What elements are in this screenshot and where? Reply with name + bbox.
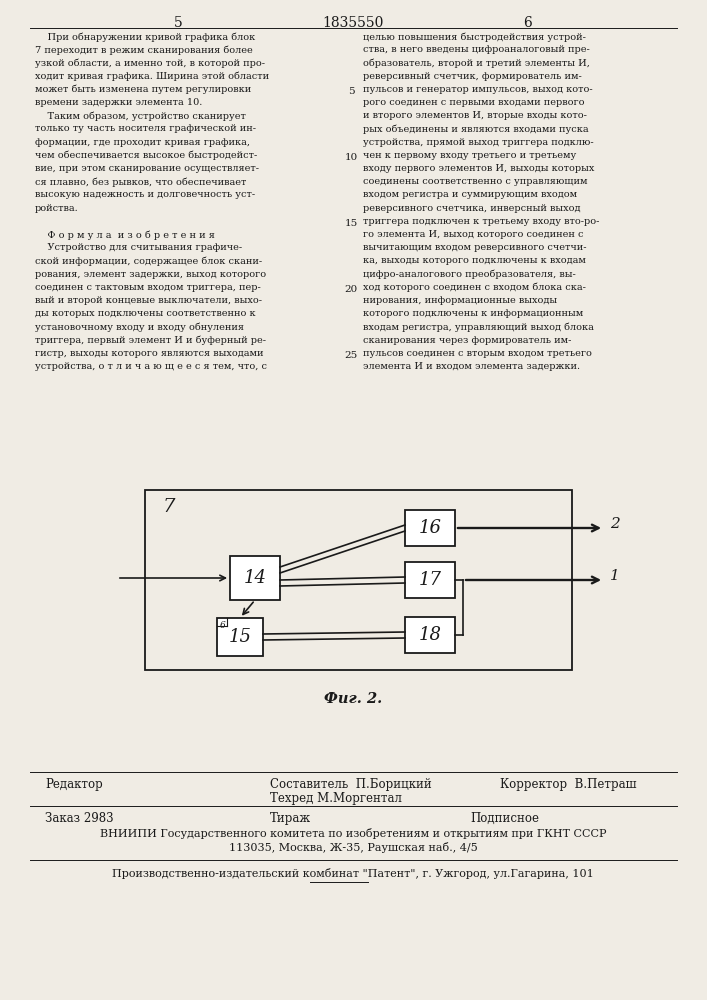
Text: чем обеспечивается высокое быстродейст-: чем обеспечивается высокое быстродейст- [35, 151, 257, 160]
Text: ды которых подключены соответственно к: ды которых подключены соответственно к [35, 309, 256, 318]
Text: и второго элементов И, вторые входы кото-: и второго элементов И, вторые входы кото… [363, 111, 587, 120]
Text: вычитающим входом реверсивного счетчи-: вычитающим входом реверсивного счетчи- [363, 243, 587, 252]
Text: только ту часть носителя графической ин-: только ту часть носителя графической ин- [35, 124, 256, 133]
Text: ка, выходы которого подключены к входам: ка, выходы которого подключены к входам [363, 256, 586, 265]
Text: Устройство для считывания графиче-: Устройство для считывания графиче- [35, 243, 242, 252]
Text: Заказ 2983: Заказ 2983 [45, 812, 114, 825]
Text: ройства.: ройства. [35, 204, 78, 213]
Text: образователь, второй и третий элементы И,: образователь, второй и третий элементы И… [363, 58, 590, 68]
Text: При обнаружении кривой графика блок: При обнаружении кривой графика блок [35, 32, 255, 41]
Text: триггера, первый элемент И и буферный ре-: триггера, первый элемент И и буферный ре… [35, 336, 266, 345]
Text: Техред М.Моргентал: Техред М.Моргентал [270, 792, 402, 805]
Text: гистр, выходы которого являются выходами: гистр, выходы которого являются выходами [35, 349, 264, 358]
Text: целью повышения быстродействия устрой-: целью повышения быстродействия устрой- [363, 32, 586, 41]
Text: ход которого соединен с входом блока ска-: ход которого соединен с входом блока ска… [363, 283, 586, 292]
Text: реверсивного счетчика, инверсный выход: реверсивного счетчика, инверсный выход [363, 204, 580, 213]
Text: Тираж: Тираж [270, 812, 311, 825]
Text: 7 переходит в режим сканирования более: 7 переходит в режим сканирования более [35, 45, 252, 55]
Text: 20: 20 [344, 285, 358, 294]
Text: входам регистра, управляющий выход блока: входам регистра, управляющий выход блока [363, 322, 594, 332]
Text: Составитель  П.Борицкий: Составитель П.Борицкий [270, 778, 432, 791]
Bar [405, 562, 455, 598]
Text: 17: 17 [419, 571, 441, 589]
Text: ся плавно, без рывков, что обеспечивает: ся плавно, без рывков, что обеспечивает [35, 177, 246, 187]
Text: 2: 2 [610, 517, 620, 531]
Text: пульсов и генератор импульсов, выход кото-: пульсов и генератор импульсов, выход кот… [363, 85, 592, 94]
Text: входом регистра и суммирующим входом: входом регистра и суммирующим входом [363, 190, 577, 199]
Text: 14: 14 [243, 569, 267, 587]
Text: 7: 7 [163, 498, 175, 516]
Text: Корректор  В.Петраш: Корректор В.Петраш [500, 778, 636, 791]
Text: входу первого элементов И, выходы которых: входу первого элементов И, выходы которы… [363, 164, 595, 173]
Text: нирования, информационные выходы: нирования, информационные выходы [363, 296, 557, 305]
Bar [230, 556, 280, 600]
Text: ходит кривая графика. Ширина этой области: ходит кривая графика. Ширина этой област… [35, 72, 269, 81]
Bar [217, 618, 263, 656]
Text: пульсов соединен с вторым входом третьего: пульсов соединен с вторым входом третьег… [363, 349, 592, 358]
Text: времени задержки элемента 10.: времени задержки элемента 10. [35, 98, 202, 107]
Text: 15: 15 [344, 219, 358, 228]
Text: формации, где проходит кривая графика,: формации, где проходит кривая графика, [35, 138, 250, 147]
Text: вый и второй концевые выключатели, выхо-: вый и второй концевые выключатели, выхо- [35, 296, 262, 305]
Text: реверсивный счетчик, формирователь им-: реверсивный счетчик, формирователь им- [363, 72, 582, 81]
Text: соединен с тактовым входом триггера, пер-: соединен с тактовым входом триггера, пер… [35, 283, 261, 292]
Text: Фиг. 2.: Фиг. 2. [324, 692, 382, 706]
Text: ской информации, содержащее блок скани-: ской информации, содержащее блок скани- [35, 256, 262, 266]
Text: 10: 10 [344, 153, 358, 162]
Text: Подписное: Подписное [470, 812, 539, 825]
Text: Ф о р м у л а  и з о б р е т е н и я: Ф о р м у л а и з о б р е т е н и я [35, 230, 215, 239]
Text: рого соединен с первыми входами первого: рого соединен с первыми входами первого [363, 98, 585, 107]
Text: элемента И и входом элемента задержки.: элемента И и входом элемента задержки. [363, 362, 580, 371]
Text: 113035, Москва, Ж-35, Раушская наб., 4/5: 113035, Москва, Ж-35, Раушская наб., 4/5 [228, 842, 477, 853]
Bar [145, 490, 572, 670]
Text: 6: 6 [524, 16, 532, 30]
Text: цифро-аналогового преобразователя, вы-: цифро-аналогового преобразователя, вы- [363, 270, 575, 279]
Text: вие, при этом сканирование осуществляет-: вие, при этом сканирование осуществляет- [35, 164, 259, 173]
Text: Таким образом, устройство сканирует: Таким образом, устройство сканирует [35, 111, 246, 121]
Text: 1: 1 [610, 569, 620, 583]
Text: установочному входу и входу обнуления: установочному входу и входу обнуления [35, 322, 244, 332]
Text: Редактор: Редактор [45, 778, 103, 791]
Bar [405, 617, 455, 653]
Text: триггера подключен к третьему входу вто-ро-: триггера подключен к третьему входу вто-… [363, 217, 600, 226]
Text: 5: 5 [348, 87, 354, 96]
Text: 25: 25 [344, 351, 358, 360]
Text: го элемента И, выход которого соединен с: го элемента И, выход которого соединен с [363, 230, 583, 239]
Text: 1835550: 1835550 [322, 16, 384, 30]
Text: рых объединены и являются входами пуска: рых объединены и являются входами пуска [363, 124, 589, 134]
Text: 15: 15 [228, 628, 252, 646]
Text: ВНИИПИ Государственного комитета по изобретениям и открытиям при ГКНТ СССР: ВНИИПИ Государственного комитета по изоб… [100, 828, 606, 839]
Text: соединены соответственно с управляющим: соединены соответственно с управляющим [363, 177, 588, 186]
Text: может быть изменена путем регулировки: может быть изменена путем регулировки [35, 85, 251, 94]
Text: высокую надежность и долговечность уст-: высокую надежность и долговечность уст- [35, 190, 255, 199]
Text: рования, элемент задержки, выход которого: рования, элемент задержки, выход которог… [35, 270, 266, 279]
Text: чен к первому входу третьего и третьему: чен к первому входу третьего и третьему [363, 151, 576, 160]
Bar [405, 510, 455, 546]
Text: 16: 16 [419, 519, 441, 537]
Text: Производственно-издательский комбинат "Патент", г. Ужгород, ул.Гагарина, 101: Производственно-издательский комбинат "П… [112, 868, 594, 879]
Text: узкой области, а именно той, в которой про-: узкой области, а именно той, в которой п… [35, 58, 265, 68]
Text: устройства, прямой выход триггера подклю-: устройства, прямой выход триггера подклю… [363, 138, 594, 147]
Text: ства, в него введены цифроаналоговый пре-: ства, в него введены цифроаналоговый пре… [363, 45, 590, 54]
Text: 5: 5 [174, 16, 182, 30]
Text: сканирования через формирователь им-: сканирования через формирователь им- [363, 336, 571, 345]
Text: которого подключены к информационным: которого подключены к информационным [363, 309, 583, 318]
Text: 6: 6 [220, 621, 226, 630]
Text: 18: 18 [419, 626, 441, 644]
Text: устройства, о т л и ч а ю щ е е с я тем, что, с: устройства, о т л и ч а ю щ е е с я тем,… [35, 362, 267, 371]
